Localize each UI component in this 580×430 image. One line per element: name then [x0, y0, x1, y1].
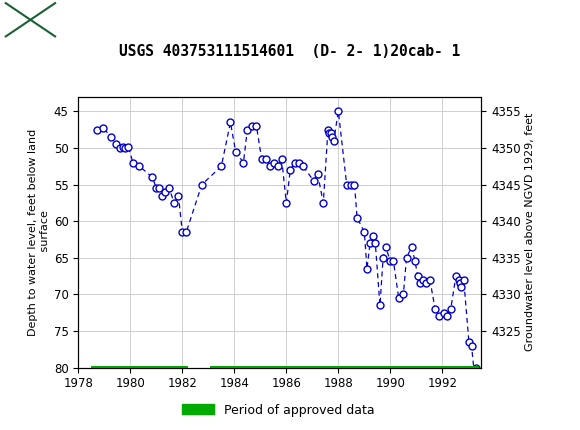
Y-axis label: Depth to water level, feet below land
 surface: Depth to water level, feet below land su…	[28, 129, 49, 336]
Text: USGS 403753111514601  (D- 2- 1)20cab- 1: USGS 403753111514601 (D- 2- 1)20cab- 1	[119, 44, 461, 59]
Y-axis label: Groundwater level above NGVD 1929, feet: Groundwater level above NGVD 1929, feet	[525, 113, 535, 351]
FancyBboxPatch shape	[6, 3, 55, 37]
Text: USGS: USGS	[67, 11, 122, 29]
Legend: Period of approved data: Period of approved data	[177, 399, 379, 421]
